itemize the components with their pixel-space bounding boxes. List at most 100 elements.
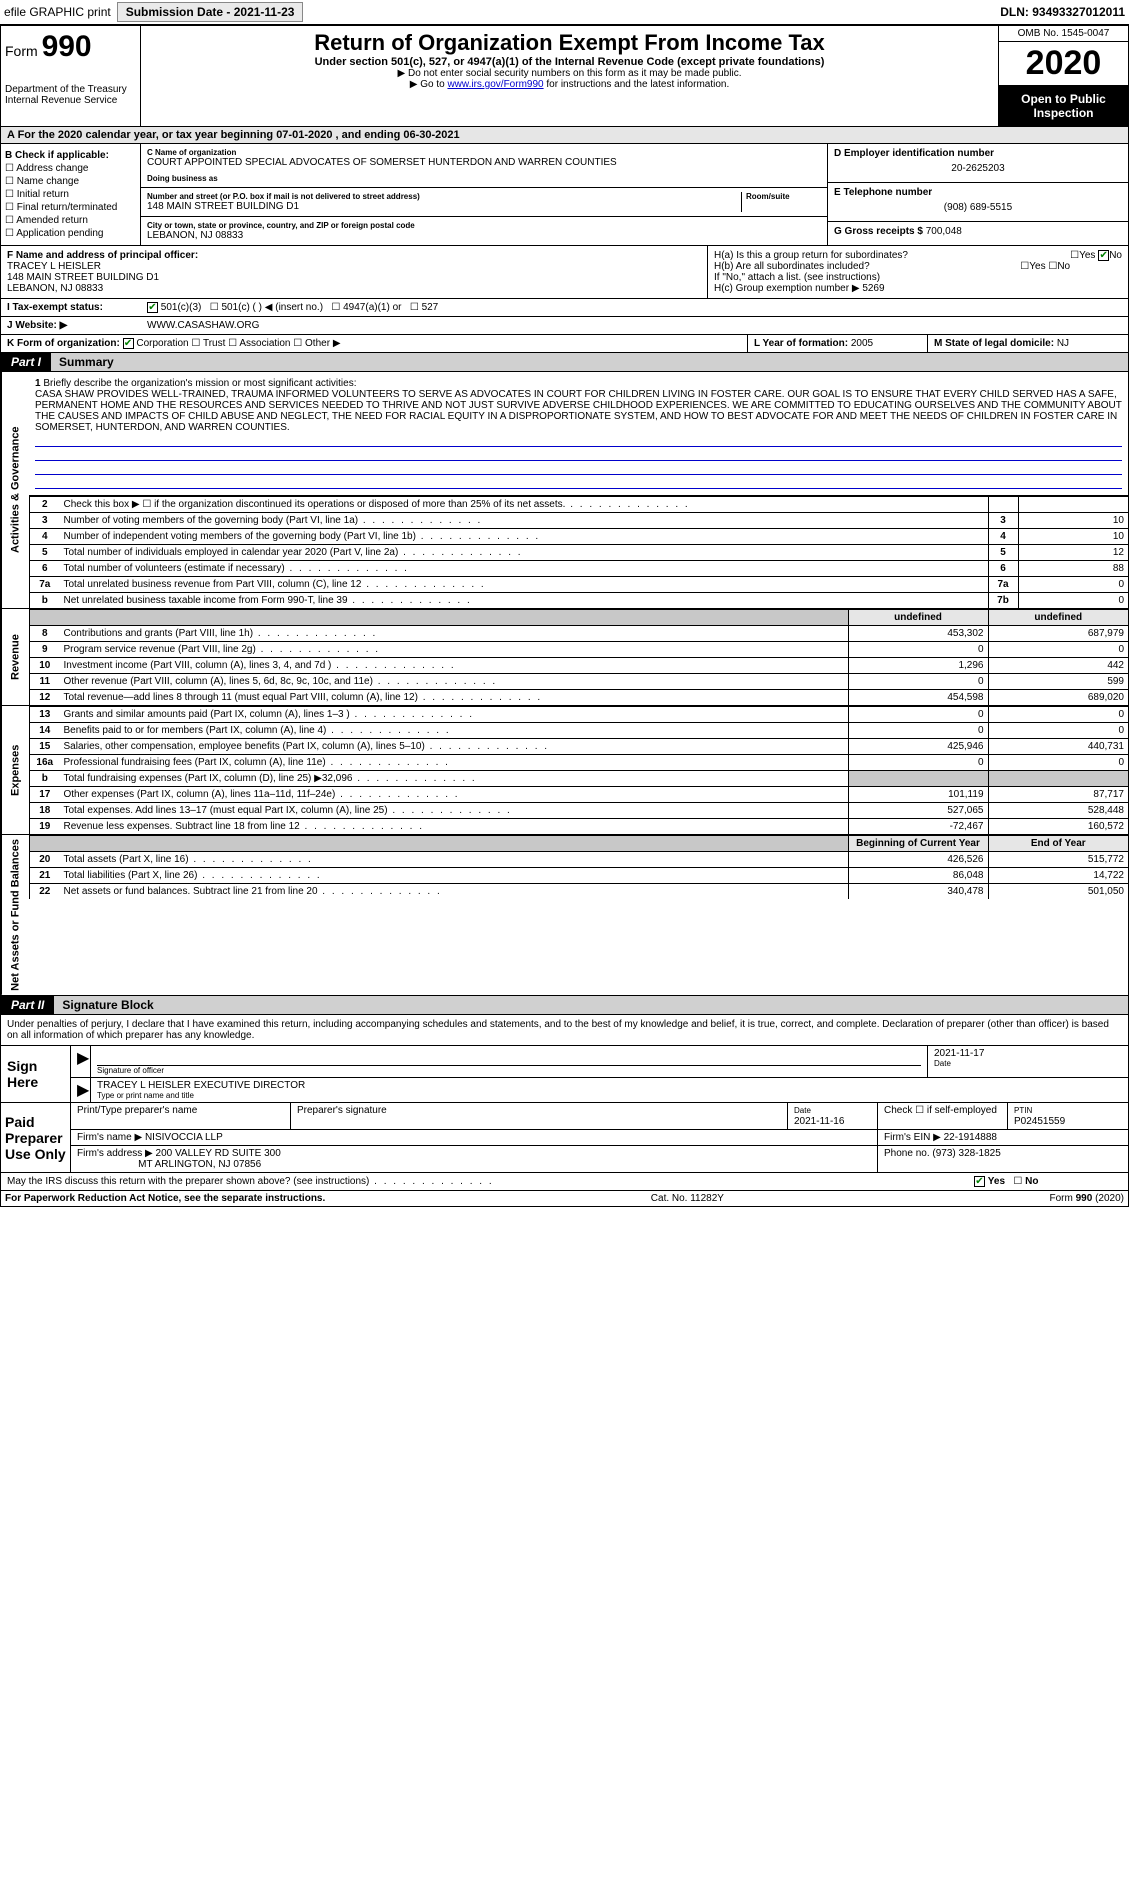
dln-label: DLN: 93493327012011 [1000,5,1125,19]
hb-yes: Yes [1029,261,1045,272]
firm-phone-label: Phone no. [884,1148,930,1159]
open-public-badge: Open to Public Inspection [999,86,1128,126]
header-left: Form 990 Department of the Treasury Inte… [1,26,141,126]
table-row: 4Number of independent voting members of… [30,529,1129,545]
table-row: 17Other expenses (Part IX, column (A), l… [30,787,1129,803]
footer-left: For Paperwork Reduction Act Notice, see … [5,1193,325,1204]
chk-corporation[interactable] [123,338,134,349]
ha-no: No [1109,250,1122,261]
part-2-label: Part II [1,996,54,1014]
m-value: NJ [1057,338,1069,349]
paid-preparer-label: Paid Preparer Use Only [1,1103,71,1172]
col-b-header: B Check if applicable: [5,150,136,161]
arrow-icon-2: ▶ [71,1078,91,1102]
website-value: WWW.CASASHAW.ORG [141,317,1128,334]
opt-527: 527 [422,302,439,313]
form-note2: ▶ Go to www.irs.gov/Form990 for instruct… [145,79,994,90]
sig-officer-label: Signature of officer [97,1066,921,1075]
ptin-label: PTIN [1014,1106,1032,1115]
opt-4947: 4947(a)(1) or [343,302,401,313]
officer-addr1: 148 MAIN STREET BUILDING D1 [7,272,159,283]
table-row: 14Benefits paid to or for members (Part … [30,723,1129,739]
table-row: 11Other revenue (Part VIII, column (A), … [30,674,1129,690]
fin-table: 13Grants and similar amounts paid (Part … [29,706,1128,834]
table-row: bNet unrelated business taxable income f… [30,593,1129,609]
form-note1: ▶ Do not enter social security numbers o… [145,68,994,79]
sign-here-label: Sign Here [1,1046,71,1102]
hb-label: H(b) Are all subordinates included? [714,261,870,272]
state-domicile: M State of legal domicile: NJ [928,335,1128,352]
form-number: 990 [42,30,92,63]
footer-right: Form 990 (2020) [1050,1193,1125,1204]
hc-label: H(c) Group exemption number ▶ [714,283,860,294]
governance-table: 2Check this box ▶ ☐ if the organization … [29,496,1128,608]
firm-name-label: Firm's name ▶ [77,1132,142,1143]
addr-label: Number and street (or P.O. box if mail i… [147,192,741,201]
website-label: J Website: ▶ [1,317,141,334]
table-row: 21Total liabilities (Part X, line 26)86,… [30,868,1129,884]
dba-label: Doing business as [147,174,821,183]
part-1-header: Part I Summary [0,353,1129,372]
header-right: OMB No. 1545-0047 2020 Open to Public In… [998,26,1128,126]
chk-initial-return[interactable]: Initial return [5,189,136,200]
side-tab: Revenue [1,609,29,705]
prep-date-label: Date [794,1106,811,1115]
table-row: 15Salaries, other compensation, employee… [30,739,1129,755]
chk-application-pending[interactable]: Application pending [5,228,136,239]
omb-number: OMB No. 1545-0047 [999,26,1128,42]
year-formation: L Year of formation: 2005 [748,335,928,352]
k-label: K Form of organization: [7,338,120,349]
opt-trust: Trust [203,338,225,349]
m-label: M State of legal domicile: [934,338,1054,349]
city-label: City or town, state or province, country… [147,221,821,230]
l-value: 2005 [851,338,873,349]
chk-address-change[interactable]: Address change [5,163,136,174]
table-row: 9Program service revenue (Part VIII, lin… [30,642,1129,658]
firm-phone-value: (973) 328-1825 [932,1148,1000,1159]
chk-501c3[interactable] [147,302,158,313]
tel-value: (908) 689-5515 [834,198,1122,217]
firm-ein-label: Firm's EIN ▶ [884,1132,941,1143]
side-tab: Expenses [1,706,29,834]
form-subtitle: Under section 501(c), 527, or 4947(a)(1)… [145,56,994,68]
tax-exempt-options: 501(c)(3) ☐ 501(c) ( ) ◀ (insert no.) ☐ … [141,299,1128,316]
hc-value: 5269 [862,283,884,294]
prep-name-label: Print/Type preparer's name [71,1103,291,1129]
row-j: J Website: ▶ WWW.CASASHAW.ORG [0,317,1129,335]
self-employed-check[interactable]: Check ☐ if self-employed [878,1103,1008,1129]
section-expenses: Expenses13Grants and similar amounts pai… [0,706,1129,835]
table-row: bTotal fundraising expenses (Part IX, co… [30,771,1129,787]
table-row: 7aTotal unrelated business revenue from … [30,577,1129,593]
col-b-checkboxes: B Check if applicable: Address change Na… [1,144,141,245]
ein-value: 20-2625203 [834,159,1122,178]
firm-addr-value: 200 VALLEY RD SUITE 300 [156,1148,281,1159]
tax-year: 2020 [999,42,1128,86]
chk-final-return[interactable]: Final return/terminated [5,202,136,213]
ha-no-check[interactable] [1098,250,1109,261]
goto-pre: ▶ Go to [410,79,448,90]
chk-amended-return[interactable]: Amended return [5,215,136,226]
submission-date-button[interactable]: Submission Date - 2021-11-23 [117,2,304,22]
side-governance: Activities & Governance [1,372,29,608]
gross-label: G Gross receipts $ [834,226,923,237]
chk-name-change[interactable]: Name change [5,176,136,187]
table-row: 10Investment income (Part VIII, column (… [30,658,1129,674]
footer-form-num: 990 [1076,1193,1093,1204]
tax-exempt-label: I Tax-exempt status: [1,299,141,316]
gross-value: 700,048 [926,226,962,237]
mission-block: 1 Briefly describe the organization's mi… [29,372,1128,496]
l-label: L Year of formation: [754,338,848,349]
h-block: H(a) Is this a group return for subordin… [708,246,1128,298]
table-row: 19Revenue less expenses. Subtract line 1… [30,819,1129,835]
form-header: Form 990 Department of the Treasury Inte… [0,25,1129,127]
discuss-label: May the IRS discuss this return with the… [1,1173,968,1190]
firm-addr2-value: MT ARLINGTON, NJ 07856 [138,1159,261,1170]
section-governance: Activities & Governance1 Briefly describ… [0,372,1129,609]
irs-link[interactable]: www.irs.gov/Form990 [447,79,543,90]
table-row: 20Total assets (Part X, line 16)426,5265… [30,852,1129,868]
table-row: 18Total expenses. Add lines 13–17 (must … [30,803,1129,819]
arrow-icon: ▶ [71,1046,91,1077]
table-row: 2Check this box ▶ ☐ if the organization … [30,497,1129,513]
discuss-yes-check[interactable] [974,1176,985,1187]
summary-container: Activities & Governance1 Briefly describ… [0,372,1129,996]
